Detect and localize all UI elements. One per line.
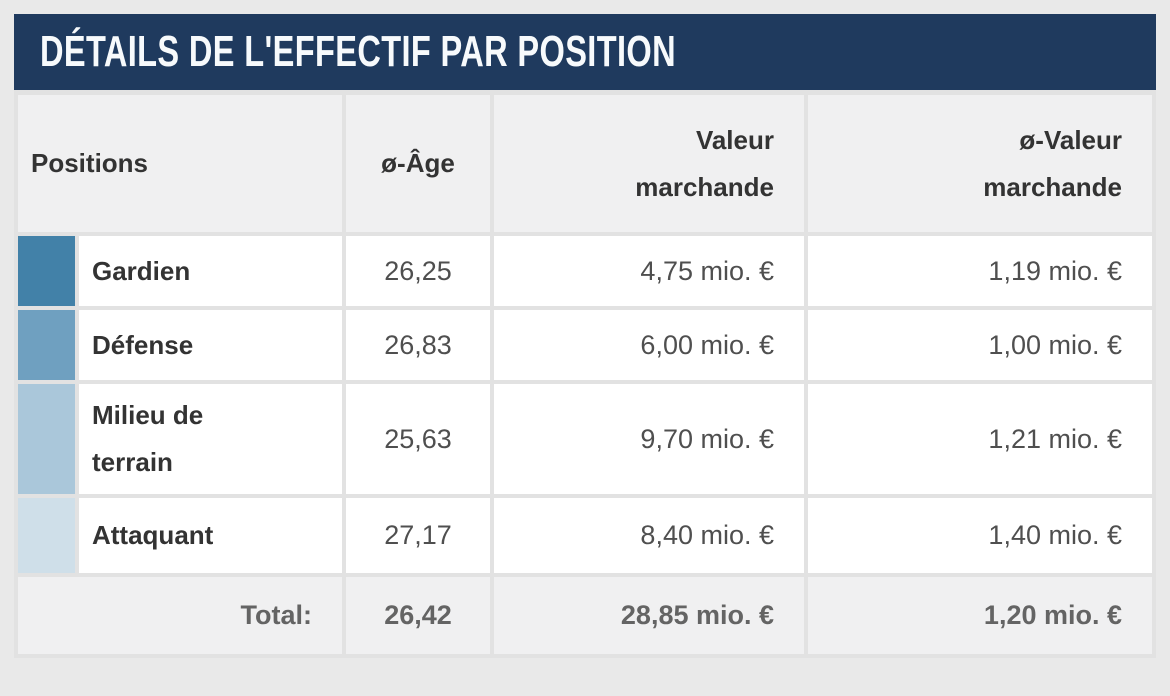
total-market-value-cell: 28,85 mio. €	[494, 577, 804, 654]
avg-market-value-value: 1,21 mio. €	[988, 423, 1122, 454]
market-value-cell: 4,75 mio. €	[494, 236, 804, 306]
position-color-swatch	[18, 310, 75, 380]
avg-age-cell: 26,83	[346, 310, 490, 380]
total-avg-market-value-value: 1,20 mio. €	[983, 600, 1122, 630]
position-color-swatch	[18, 384, 75, 494]
position-label: Attaquant	[92, 520, 214, 551]
col-header-positions: Positions	[18, 95, 342, 232]
avg-market-value-value: 1,19 mio. €	[988, 255, 1122, 286]
col-header-avg-age: ø-Âge	[346, 95, 490, 232]
avg-market-value-cell: 1,21 mio. €	[808, 384, 1152, 494]
col-header-positions-label: Positions	[31, 148, 149, 179]
avg-age-value: 25,63	[384, 423, 452, 454]
market-value-value: 4,75 mio. €	[640, 255, 774, 286]
avg-market-value-value: 1,00 mio. €	[988, 329, 1122, 360]
position-cell: Défense	[79, 310, 342, 380]
avg-market-value-cell: 1,00 mio. €	[808, 310, 1152, 380]
total-avg-age-value: 26,42	[384, 600, 452, 630]
col-header-market-value: Valeur marchande	[494, 95, 804, 232]
market-value-cell: 9,70 mio. €	[494, 384, 804, 494]
total-avg-age-cell: 26,42	[346, 577, 490, 654]
avg-age-value: 26,25	[384, 255, 452, 286]
market-value-cell: 8,40 mio. €	[494, 498, 804, 573]
row-color-swatch	[18, 384, 75, 494]
avg-age-value: 26,83	[384, 329, 452, 360]
total-row-label-cell: Total:	[18, 577, 342, 654]
market-value-value: 8,40 mio. €	[640, 520, 774, 550]
row-color-swatch	[18, 310, 75, 380]
position-color-swatch	[18, 498, 75, 573]
position-cell: Milieu de terrain	[79, 384, 342, 494]
avg-age-cell: 25,63	[346, 384, 490, 494]
positions-table: Positions ø-Âge Valeur marchande ø-Valeu…	[14, 90, 1156, 658]
position-cell: Attaquant	[79, 498, 342, 573]
position-color-swatch	[18, 236, 75, 306]
total-row-label: Total:	[240, 600, 312, 630]
widget-title: DÉTAILS DE L'EFFECTIF PAR POSITION	[40, 27, 676, 76]
market-value-cell: 6,00 mio. €	[494, 310, 804, 380]
market-value-value: 9,70 mio. €	[640, 423, 774, 454]
row-color-swatch	[18, 236, 75, 306]
position-label: Gardien	[92, 255, 191, 286]
avg-market-value-cell: 1,19 mio. €	[808, 236, 1152, 306]
avg-market-value-value: 1,40 mio. €	[988, 520, 1122, 550]
col-header-market-value-label: Valeur marchande	[635, 124, 774, 202]
position-label: Défense	[92, 329, 194, 360]
market-value-value: 6,00 mio. €	[640, 329, 774, 360]
col-header-avg-age-label: ø-Âge	[381, 148, 455, 179]
squad-details-widget: DÉTAILS DE L'EFFECTIF PAR POSITION Posit…	[14, 14, 1156, 658]
total-avg-market-value-cell: 1,20 mio. €	[808, 577, 1152, 654]
widget-title-bar: DÉTAILS DE L'EFFECTIF PAR POSITION	[14, 14, 1156, 90]
avg-age-cell: 27,17	[346, 498, 490, 573]
total-market-value-value: 28,85 mio. €	[620, 600, 774, 630]
avg-age-cell: 26,25	[346, 236, 490, 306]
avg-age-value: 27,17	[384, 520, 452, 550]
avg-market-value-cell: 1,40 mio. €	[808, 498, 1152, 573]
position-label: Milieu de terrain	[92, 400, 204, 477]
row-color-swatch	[18, 498, 75, 573]
col-header-avg-market-value-label: ø-Valeur marchande	[983, 124, 1122, 202]
col-header-avg-market-value: ø-Valeur marchande	[808, 95, 1152, 232]
position-cell: Gardien	[79, 236, 342, 306]
